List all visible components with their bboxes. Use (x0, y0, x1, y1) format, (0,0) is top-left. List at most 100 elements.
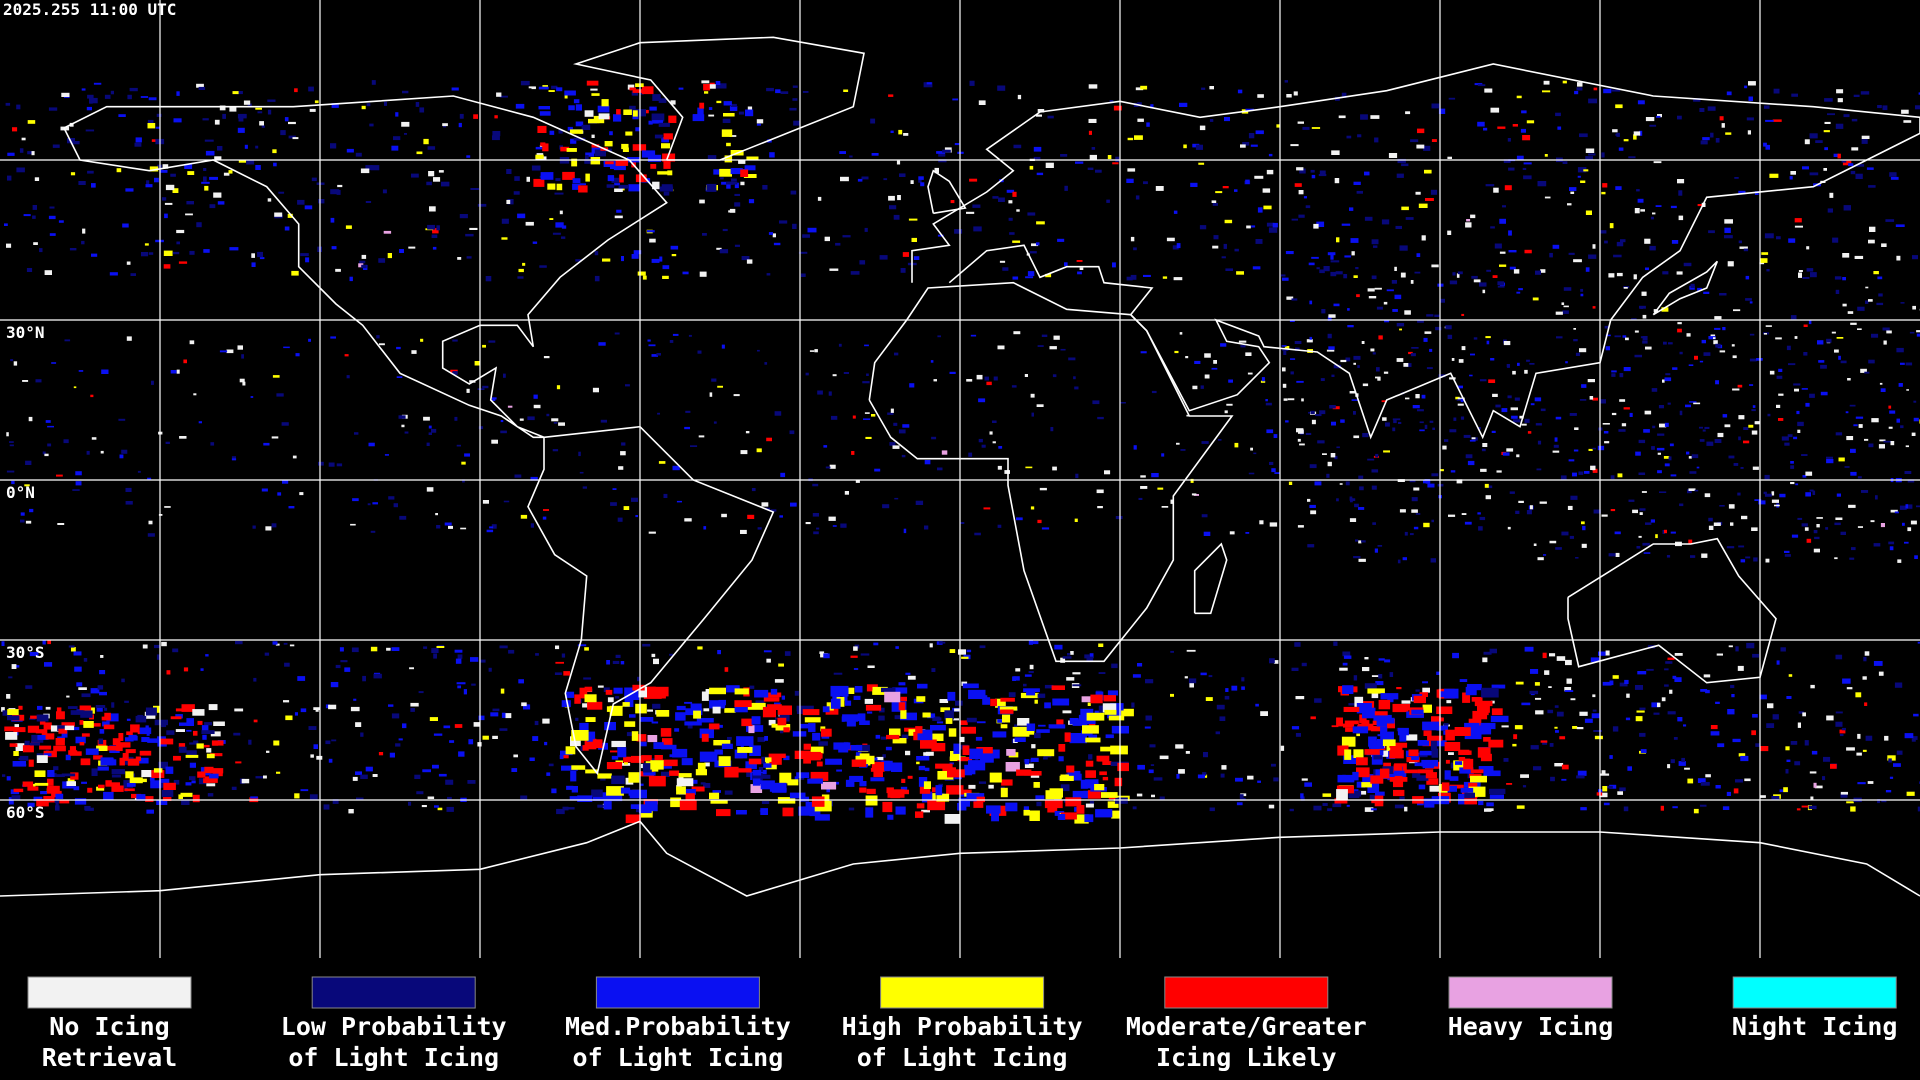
icing-speckle (120, 742, 131, 748)
icing-speckle (361, 264, 367, 269)
icing-speckle (619, 174, 624, 183)
icing-speckle (1540, 269, 1546, 273)
icing-speckle (583, 677, 592, 680)
icing-speckle (766, 87, 774, 92)
icing-speckle (1410, 139, 1419, 143)
icing-speckle (1047, 115, 1054, 119)
icing-speckle (36, 714, 49, 722)
icing-speckle (644, 801, 658, 812)
icing-speckle (1912, 305, 1916, 310)
icing-speckle (226, 349, 234, 354)
icing-speckle (179, 722, 189, 726)
icing-speckle (288, 135, 296, 139)
icing-speckle (1477, 84, 1486, 87)
icing-speckle (49, 206, 55, 209)
icing-speckle (238, 116, 244, 122)
icing-speckle (1137, 764, 1145, 770)
icing-speckle (1234, 189, 1238, 192)
icing-speckle (176, 369, 180, 374)
latitude-label: 60°S (6, 803, 45, 822)
icing-speckle (1339, 483, 1343, 485)
icing-speckle (1826, 338, 1832, 343)
icing-speckle (1883, 340, 1887, 345)
icing-speckle (883, 178, 888, 181)
icing-speckle (1449, 429, 1457, 433)
icing-speckle (1361, 782, 1372, 788)
icing-speckle (158, 514, 163, 516)
icing-speckle (297, 676, 306, 681)
icing-speckle (1415, 513, 1421, 515)
icing-speckle (621, 442, 626, 446)
icing-speckle (1641, 491, 1647, 493)
icing-speckle (1173, 277, 1183, 281)
icing-speckle (983, 507, 991, 510)
icing-speckle (443, 725, 451, 729)
icing-speckle (185, 754, 199, 758)
icing-speckle (8, 676, 13, 679)
icing-speckle (1463, 434, 1471, 438)
icing-speckle (207, 793, 214, 797)
icing-speckle (1319, 410, 1326, 415)
icing-speckle (1309, 464, 1317, 469)
icing-speckle (1790, 461, 1794, 464)
icing-speckle (122, 223, 129, 228)
icing-speckle (880, 736, 887, 740)
icing-speckle (1732, 388, 1740, 391)
icing-speckle (154, 177, 159, 183)
icing-speckle (1333, 641, 1338, 646)
icing-speckle (954, 775, 962, 780)
icing-speckle (1456, 479, 1463, 484)
icing-speckle (1219, 716, 1226, 721)
icing-speckle (1542, 90, 1551, 93)
icing-speckle (1012, 240, 1021, 243)
icing-speckle (1200, 385, 1204, 389)
icing-speckle (1735, 779, 1743, 783)
icing-speckle (44, 753, 52, 757)
icing-speckle (918, 179, 922, 183)
icing-speckle (1833, 153, 1839, 157)
icing-speckle (546, 772, 551, 776)
icing-speckle (772, 233, 776, 238)
icing-speckle (1426, 314, 1434, 317)
icing-speckle (1405, 217, 1414, 220)
icing-speckle (80, 710, 93, 718)
icing-speckle (47, 425, 54, 428)
icing-speckle (27, 802, 35, 807)
icing-speckle (1271, 468, 1276, 473)
icing-speckle (635, 515, 638, 518)
icing-speckle (1224, 695, 1230, 700)
icing-speckle (1679, 351, 1683, 355)
icing-speckle (1388, 153, 1398, 158)
icing-speckle (1367, 458, 1375, 461)
icing-speckle (1417, 319, 1424, 323)
icing-speckle (1570, 191, 1575, 194)
icing-speckle (1411, 497, 1418, 502)
icing-speckle (121, 678, 125, 683)
legend-label: Med.Probability (565, 1012, 791, 1041)
icing-speckle (482, 385, 489, 389)
icing-speckle (563, 754, 569, 759)
icing-speckle (142, 644, 148, 649)
icing-speckle (552, 232, 561, 235)
icing-speckle (1229, 531, 1235, 535)
icing-speckle (559, 754, 564, 760)
icing-speckle (252, 525, 256, 529)
icing-speckle (22, 745, 34, 753)
icing-speckle (895, 806, 906, 815)
icing-speckle (1651, 702, 1660, 708)
icing-speckle (1744, 85, 1748, 89)
icing-speckle (724, 155, 733, 163)
icing-speckle (151, 139, 159, 142)
icing-speckle (632, 89, 646, 93)
icing-speckle (1513, 734, 1518, 740)
icing-speckle (1375, 376, 1381, 379)
icing-speckle (1378, 658, 1385, 661)
icing-speckle (1247, 775, 1254, 780)
icing-speckle (78, 181, 86, 185)
icing-speckle (1569, 187, 1577, 191)
icing-speckle (1662, 271, 1669, 275)
icing-speckle (1422, 704, 1432, 713)
icing-speckle (98, 738, 104, 745)
icing-speckle (1847, 378, 1851, 381)
icing-speckle (607, 697, 614, 703)
